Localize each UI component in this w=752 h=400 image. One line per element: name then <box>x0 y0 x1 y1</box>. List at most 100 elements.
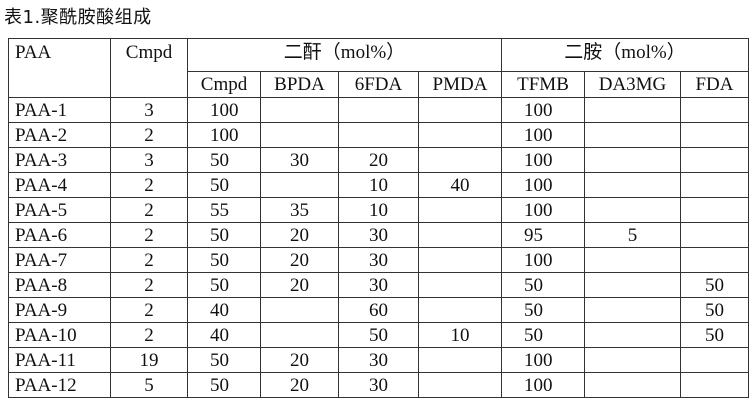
table-cell: 20 <box>260 372 339 398</box>
table-cell <box>338 97 419 123</box>
row-label: PAA-4 <box>8 172 111 198</box>
table-row: PAA-8 2 50 20 30 50 50 <box>8 272 749 298</box>
table-cell: 50 <box>187 222 261 248</box>
table-cell <box>418 147 502 173</box>
table-cell <box>584 372 681 398</box>
table-cell <box>418 372 502 398</box>
table-cell <box>584 272 681 298</box>
table-cell <box>260 172 339 198</box>
table-cell: 30 <box>338 372 419 398</box>
column-header: 6FDA <box>338 71 419 98</box>
column-header: Cmpd <box>110 38 188 98</box>
table-cell <box>260 322 339 348</box>
table-cell: 30 <box>260 147 339 173</box>
table-cell: 100 <box>187 122 261 148</box>
table-head: PAA Cmpd 二酐（mol%） 二胺（mol%） Cmpd BPDA 6FDA PMDA… <box>8 38 749 98</box>
table-cell <box>260 97 339 123</box>
table-cell: 50 <box>680 297 749 323</box>
table-cell: 100 <box>501 97 585 123</box>
table-cell: 2 <box>110 197 188 223</box>
header-row: Cmpd BPDA 6FDA PMDA TFMB DA3MG FDA <box>9 71 749 98</box>
column-header: FDA <box>680 71 749 98</box>
table-cell: 50 <box>187 347 261 373</box>
table-cell: 55 <box>187 197 261 223</box>
table-cell: 20 <box>260 247 339 273</box>
table-cell: 100 <box>187 97 261 123</box>
table-cell <box>260 297 339 323</box>
table-cell: 50 <box>187 272 261 298</box>
table-cell: 100 <box>501 247 585 273</box>
table-cell: 20 <box>260 272 339 298</box>
table-cell: 10 <box>418 322 502 348</box>
table-cell <box>338 122 419 148</box>
table-cell: 95 <box>501 222 585 248</box>
table-cell <box>584 297 681 323</box>
table-cell: 10 <box>338 197 419 223</box>
table-cell: 30 <box>338 347 419 373</box>
row-label: PAA-8 <box>8 272 111 298</box>
row-label: PAA-1 <box>8 97 111 123</box>
table-cell: 30 <box>338 222 419 248</box>
table-cell: 100 <box>501 347 585 373</box>
table-cell <box>680 147 749 173</box>
table-cell <box>584 172 681 198</box>
table-cell: 50 <box>501 272 585 298</box>
table-cell: 40 <box>187 297 261 323</box>
table-row: PAA-12 5 50 20 30 100 <box>8 372 749 398</box>
table-cell: 2 <box>110 272 188 298</box>
table-cell: 100 <box>501 147 585 173</box>
table-cell <box>260 122 339 148</box>
table-cell <box>680 372 749 398</box>
table-cell: 2 <box>110 222 188 248</box>
table-cell: 40 <box>187 322 261 348</box>
table-cell: 50 <box>187 147 261 173</box>
table-cell <box>418 122 502 148</box>
table-row: PAA-9 2 40 60 50 50 <box>8 297 749 323</box>
row-label: PAA-6 <box>8 222 111 248</box>
table-cell <box>584 147 681 173</box>
row-label: PAA-11 <box>8 347 111 373</box>
table-cell: 20 <box>260 222 339 248</box>
row-label: PAA-3 <box>8 147 111 173</box>
table-cell <box>584 197 681 223</box>
table-cell: 50 <box>187 372 261 398</box>
table-cell: 10 <box>338 172 419 198</box>
table-cell <box>680 122 749 148</box>
table-cell: 19 <box>110 347 188 373</box>
table-cell: 50 <box>187 172 261 198</box>
column-header: PMDA <box>418 71 502 98</box>
table-cell <box>418 272 502 298</box>
row-label: PAA-12 <box>8 372 111 398</box>
table-cell: 40 <box>418 172 502 198</box>
table-cell: 35 <box>260 197 339 223</box>
table-cell <box>680 222 749 248</box>
table-cell <box>680 172 749 198</box>
table-row: PAA-6 2 50 20 30 95 5 <box>8 222 749 248</box>
table-cell: 5 <box>584 222 681 248</box>
table-cell: 3 <box>110 147 188 173</box>
table-cell <box>680 97 749 123</box>
table-cell <box>418 247 502 273</box>
table-cell: 2 <box>110 172 188 198</box>
table-cell: 60 <box>338 297 419 323</box>
table-cell <box>418 222 502 248</box>
table-cell: 100 <box>501 372 585 398</box>
group-header: 二胺（mol%） <box>501 38 749 72</box>
group-header: 二酐（mol%） <box>187 38 502 72</box>
table-row: PAA-10 2 40 50 10 50 50 <box>8 322 749 348</box>
table-row: PAA-3 3 50 30 20 100 <box>8 147 749 173</box>
table-body: PAA-1 3 100 100 PAA-2 2 100 100 PAA-3 3 50 30 20 100 P… <box>8 97 749 398</box>
table-row: PAA-7 2 50 20 30 100 <box>8 247 749 273</box>
row-label: PAA-5 <box>8 197 111 223</box>
table-cell <box>418 97 502 123</box>
column-header: DA3MG <box>584 71 681 98</box>
table-cell: 50 <box>338 322 419 348</box>
table-cell: 2 <box>110 322 188 348</box>
column-header: Cmpd <box>187 71 261 98</box>
table-cell: 2 <box>110 247 188 273</box>
column-header: TFMB <box>501 71 585 98</box>
composition-table: PAA Cmpd 二酐（mol%） 二胺（mol%） Cmpd BPDA 6FDA PMDA… <box>8 38 749 398</box>
table-cell: 2 <box>110 122 188 148</box>
table-cell <box>680 197 749 223</box>
